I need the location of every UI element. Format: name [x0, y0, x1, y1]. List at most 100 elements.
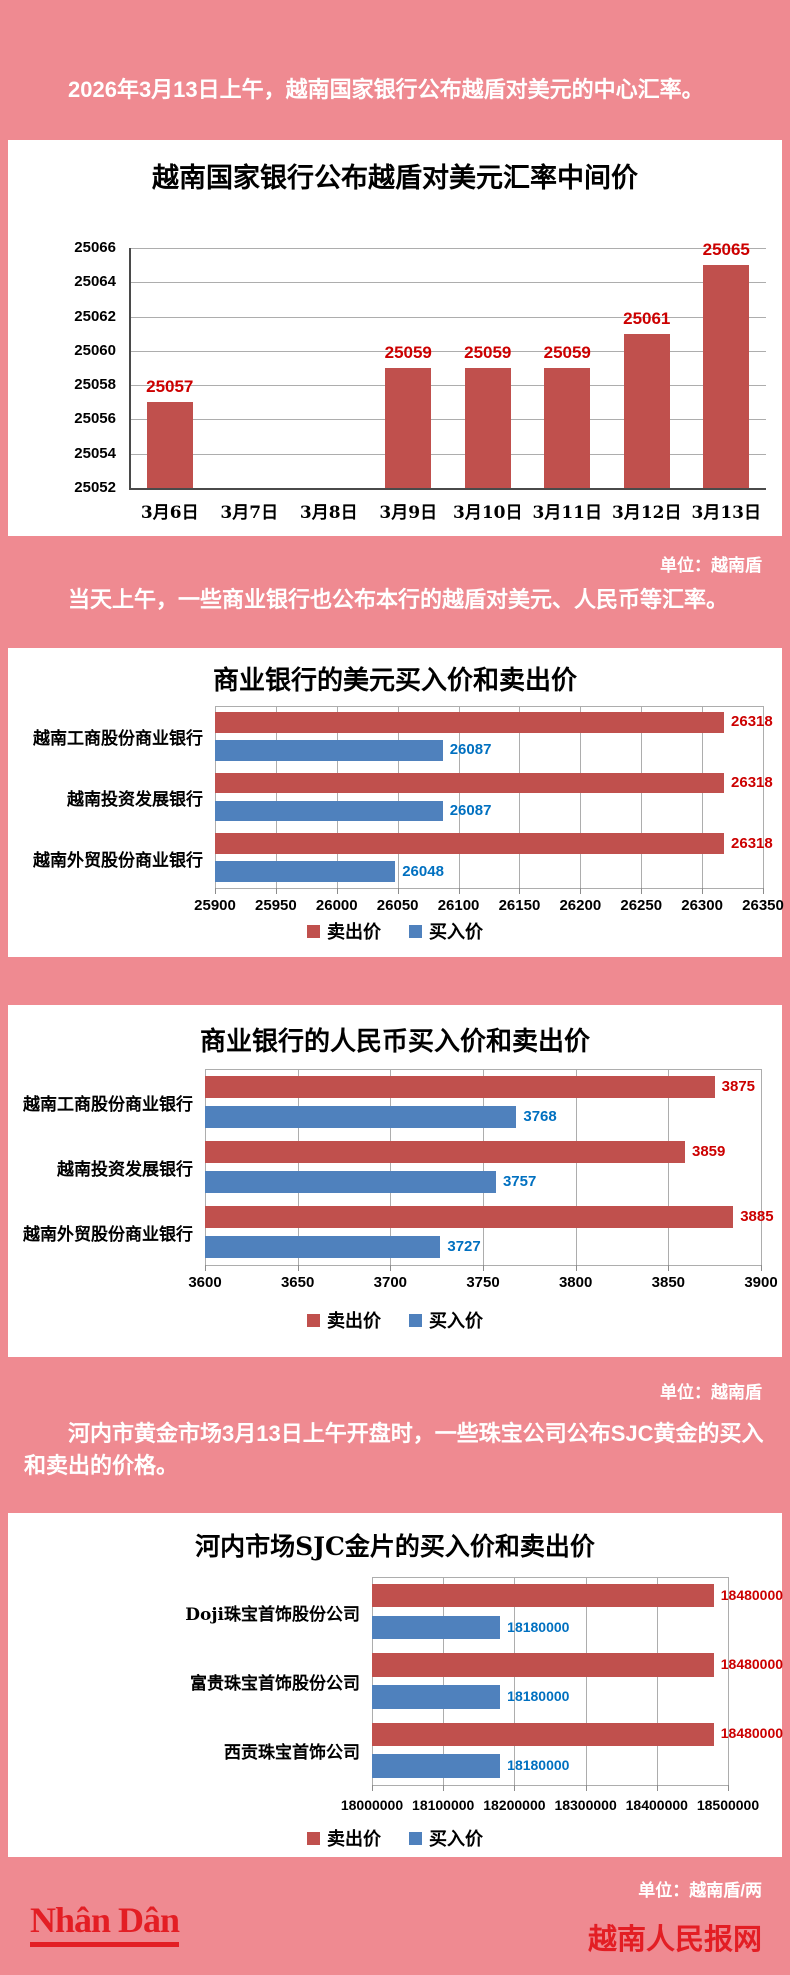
value-label: 18180000	[507, 1757, 570, 1774]
buy-bar	[215, 861, 396, 882]
x-axis-line	[129, 488, 766, 490]
value-label: 18480000	[720, 1725, 784, 1742]
nhandan-logo: Nhân Dân	[30, 1902, 180, 1947]
buy-bar	[372, 1685, 501, 1709]
x-category-label: 3月9日	[379, 503, 438, 523]
value-label: 25059	[384, 343, 432, 362]
gridline	[519, 706, 521, 888]
buy-bar	[205, 1236, 441, 1259]
x-tick-label: 18300000	[554, 1797, 617, 1813]
axis-tick	[297, 1265, 299, 1271]
legend-label: 买入价	[429, 1311, 483, 1332]
legend-label: 卖出价	[327, 1311, 381, 1332]
gridline	[763, 706, 764, 888]
category-label: 西贡珠宝首饰公司	[224, 1743, 360, 1764]
y-tick-label: 25054	[74, 444, 116, 462]
x-tick-label: 26300	[681, 897, 723, 914]
value-label: 18180000	[507, 1687, 570, 1704]
y-tick-label: 25052	[74, 479, 116, 496]
buy-swatch	[409, 1313, 422, 1327]
cny-rate-chart-card: 商业银行的人民币买入价和卖出价 3600 3650 3700 3750 3800 3850…	[8, 1005, 782, 1357]
plot-top-border	[372, 1577, 728, 1578]
sell-swatch	[307, 1313, 320, 1327]
axis-tick	[702, 888, 704, 894]
gridline	[205, 1069, 206, 1265]
sell-swatch	[307, 924, 320, 938]
axis-tick	[458, 888, 460, 894]
gold-price-chart-card: 河内市场SJC金片的买入价和卖出价 18000000 18100000 182000…	[8, 1513, 784, 1857]
value-label: 3757	[502, 1173, 537, 1191]
axis-tick	[519, 888, 521, 894]
gridline	[580, 706, 582, 888]
axis-tick	[483, 1265, 484, 1271]
chart-title: 商业银行的美元买入价和卖出价	[212, 666, 577, 696]
gridline	[390, 1069, 392, 1265]
plot-top-border	[215, 706, 763, 707]
axis-tick	[728, 1785, 729, 1791]
buy-bar	[205, 1170, 496, 1194]
sell-bar	[215, 712, 725, 733]
x-tick-label: 3600	[188, 1274, 222, 1291]
axis-tick	[372, 1785, 373, 1791]
sell-bar	[205, 1140, 685, 1164]
x-tick-label: 26000	[315, 897, 358, 914]
value-label: 3875	[721, 1077, 756, 1095]
value-label: 18480000	[720, 1586, 784, 1603]
axis-tick	[514, 1785, 516, 1791]
gridline	[514, 1577, 516, 1785]
x-tick-label: 3900	[744, 1274, 778, 1291]
y-tick-label: 25056	[74, 410, 116, 428]
x-tick-label: 26050	[376, 897, 419, 914]
gridline	[728, 1577, 729, 1785]
legend-item-sell: 卖出价	[307, 1307, 381, 1333]
site-name: 越南人民报网	[587, 1924, 762, 1956]
buy-bar	[372, 1754, 501, 1779]
value-label: 18180000	[507, 1618, 570, 1635]
sell-bar	[372, 1653, 714, 1677]
y-tick-label: 25058	[74, 376, 116, 394]
intro-paragraph-commercial-banks: 当天上午，一些商业银行也公布本行的越盾对美元、人民币等汇率。	[68, 587, 729, 612]
x-tick-label: 26250	[620, 897, 663, 914]
buy-bar	[215, 800, 443, 822]
buy-bar	[215, 739, 443, 761]
x-category-label: 3月11日	[532, 503, 603, 523]
x-tick-label: 18100000	[412, 1797, 475, 1813]
gridline	[130, 419, 766, 421]
rate-bar	[385, 368, 432, 488]
axis-tick	[390, 1265, 392, 1271]
chart-legend: 卖出价 买入价	[8, 918, 782, 944]
gridline	[275, 706, 277, 888]
buy-swatch	[409, 1831, 422, 1845]
sell-bar	[372, 1722, 714, 1747]
x-tick-label: 3700	[373, 1274, 408, 1291]
legend-item-sell: 卖出价	[307, 1825, 381, 1851]
value-label: 3885	[740, 1208, 774, 1226]
category-label: 越南投资发展银行	[67, 790, 203, 810]
gridline	[130, 248, 766, 249]
axis-tick	[575, 1265, 577, 1271]
gridline	[130, 453, 766, 455]
axis-tick	[656, 1785, 658, 1791]
x-tick-label: 3800	[558, 1274, 593, 1291]
axis-tick	[205, 1265, 206, 1271]
gridline	[443, 1577, 445, 1785]
value-label: 26318	[731, 713, 773, 731]
axis-tick	[275, 888, 277, 894]
chart-legend: 卖出价 买入价	[8, 1307, 782, 1333]
axis-tick	[761, 1265, 762, 1271]
x-tick-label: 18400000	[625, 1797, 688, 1813]
axis-tick	[336, 888, 338, 894]
value-label: 18480000	[720, 1656, 784, 1673]
x-tick-label: 3750	[466, 1274, 500, 1291]
rate-bar	[623, 333, 670, 488]
legend-item-buy: 买入价	[409, 918, 483, 944]
unit-note-1: 单位：越南盾	[660, 556, 762, 575]
value-label: 25057	[146, 377, 194, 397]
category-label: 越南外贸股份商业银行	[33, 850, 203, 871]
axis-tick	[585, 1785, 587, 1791]
central-rate-chart-card: 越南国家银行公布越盾对美元汇率中间价 25066 25064 25062 25060 2…	[8, 140, 782, 536]
gridline	[215, 706, 216, 888]
plot-bottom-border	[372, 1785, 728, 1786]
value-label: 25059	[464, 343, 512, 362]
